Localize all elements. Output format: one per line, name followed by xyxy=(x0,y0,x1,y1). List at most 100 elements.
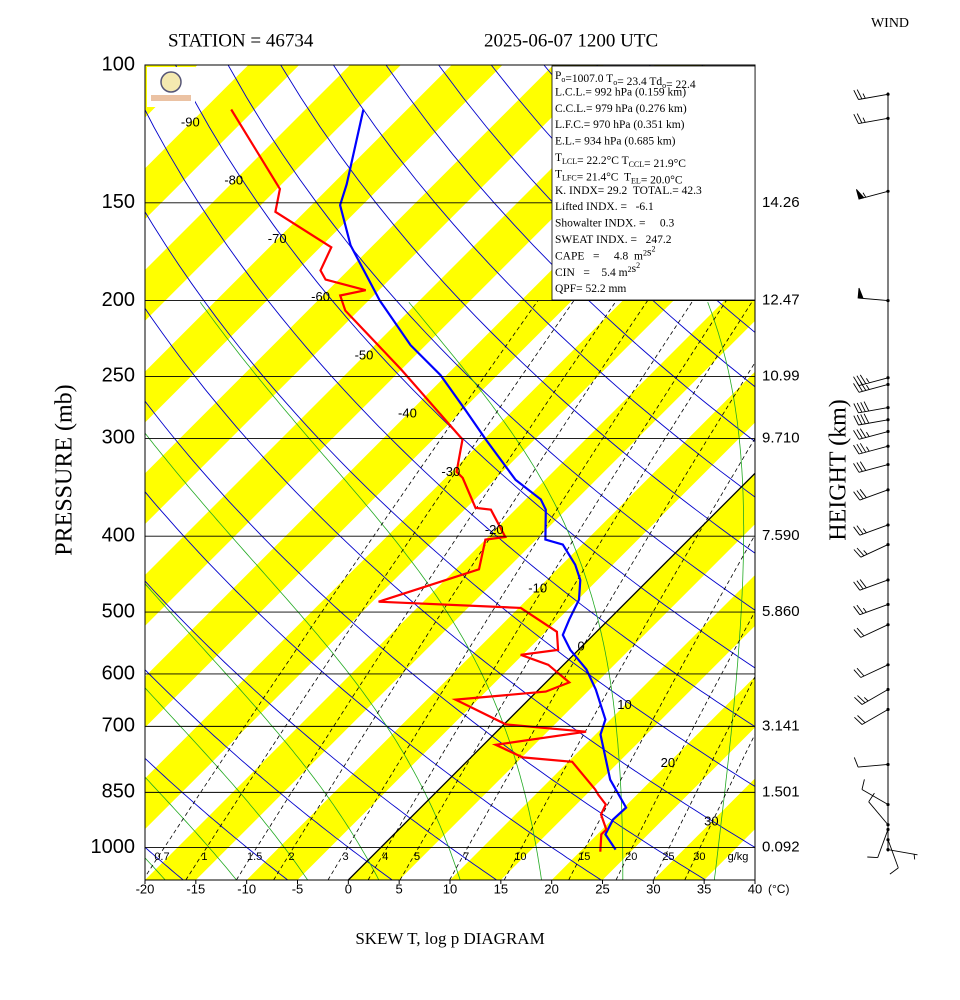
zero-isotherm xyxy=(347,472,755,880)
info-subscript: o xyxy=(561,75,565,84)
wind-barb xyxy=(853,428,889,440)
height-label: 3.141 xyxy=(762,717,800,734)
dry-adiabat xyxy=(175,65,755,669)
info-text: C.C.L.= 979 hPa (0.276 km) xyxy=(555,103,687,115)
isotherm-label: -40 xyxy=(398,406,417,421)
info-text: L.F.C.= 970 hPa (0.351 km) xyxy=(555,119,685,131)
info-superscript: 2 xyxy=(636,261,640,270)
info-line: CIN = 5.4 m2s2 xyxy=(555,261,640,279)
mixing-ratio-label: 2 xyxy=(289,851,295,863)
mixing-ratio-line xyxy=(568,534,755,880)
info-subscript: o xyxy=(662,81,666,90)
y-tick-label: 850 xyxy=(102,781,135,803)
x-tick-label: 40 xyxy=(748,881,762,896)
info-subscript: CCL xyxy=(629,160,645,169)
info-box-bg xyxy=(551,65,756,301)
wind-station xyxy=(886,623,890,627)
info-text: Showalter INDX. = 0.3 xyxy=(555,218,674,230)
wind-station xyxy=(886,602,890,607)
moist-adiabat xyxy=(145,583,380,880)
wind-station xyxy=(886,376,890,380)
wind-barb xyxy=(867,829,889,859)
isotherm-label: -90 xyxy=(181,114,200,129)
wind-barb xyxy=(853,604,889,616)
y-tick-label: 100 xyxy=(102,53,135,75)
isotherm-label: 10 xyxy=(617,697,631,712)
y-tick-label: 700 xyxy=(102,715,135,737)
wind-station xyxy=(886,838,890,842)
wind-barb xyxy=(853,757,889,768)
isotherm-label: -30 xyxy=(441,464,460,479)
info-text: E.L.= 934 hPa (0.685 km) xyxy=(555,136,676,148)
wind-barb xyxy=(853,664,889,678)
isotherm-band xyxy=(145,65,401,321)
isotherm-label: 20 xyxy=(661,755,675,770)
wind-station xyxy=(886,488,890,492)
x-tick-label: -15 xyxy=(186,881,205,896)
isotherm-label: -60 xyxy=(311,289,330,304)
moist-adiabat xyxy=(408,301,624,880)
info-line: L.F.C.= 970 hPa (0.351 km) xyxy=(555,119,685,131)
isotherm-label: -50 xyxy=(355,347,374,362)
mixing-ratio-line xyxy=(273,300,648,880)
wind-barb xyxy=(887,839,899,875)
isotherm-label: -20 xyxy=(485,522,504,537)
wind-station xyxy=(886,542,890,547)
wind-barb xyxy=(855,189,889,200)
wind-barb xyxy=(853,624,889,638)
mixing-ratio-line xyxy=(399,300,754,880)
info-subscript: LCL xyxy=(562,157,577,166)
info-text: = 22.4 xyxy=(666,79,696,91)
isotherm-label: -10 xyxy=(528,580,547,595)
wind-station xyxy=(886,429,890,434)
info-text: = 21.9°C xyxy=(644,158,686,170)
height-label: 7.590 xyxy=(762,527,800,544)
wind-barb xyxy=(887,849,918,860)
wind-station xyxy=(886,827,890,832)
isotherm-label: -70 xyxy=(268,231,287,246)
info-text: = 22.2°C T xyxy=(577,155,628,167)
y-tick-label: 1000 xyxy=(91,836,136,858)
y-tick-label: 150 xyxy=(102,191,135,213)
wind-barb xyxy=(854,689,889,705)
mixing-ratio-line xyxy=(327,300,694,880)
mixing-ratio-label: 4 xyxy=(382,851,388,863)
x-tick-label: 5 xyxy=(396,881,403,896)
isotherm-label: 0 xyxy=(577,639,584,654)
overlay: 0.7 1 1.5 2 3 4 5 7 10 15 20 25 30 g/kg-90-80-70-60-5… xyxy=(91,53,918,896)
isotherm-band xyxy=(145,168,755,830)
mixing-ratio-label: 1 xyxy=(201,851,207,863)
wind-barb xyxy=(853,113,889,125)
x-tick-label: 25 xyxy=(595,881,609,896)
x-tick-label: 30 xyxy=(646,881,660,896)
info-line: C.C.L.= 979 hPa (0.276 km) xyxy=(555,103,687,115)
isotherm-band xyxy=(551,676,755,880)
dry-adiabat xyxy=(385,65,755,443)
info-superscript: 2 xyxy=(643,248,647,257)
x-tick-label: 10 xyxy=(443,881,457,896)
plot-frame xyxy=(144,64,756,881)
height-label: 12.47 xyxy=(762,292,800,309)
info-superscript: 2 xyxy=(651,244,655,253)
wind-title: WIND xyxy=(871,16,909,31)
wind-barb xyxy=(853,544,889,558)
wind-barb xyxy=(868,792,889,826)
isotherm-band xyxy=(653,778,755,880)
height-label: 9.710 xyxy=(762,429,800,446)
isotherm-band xyxy=(246,371,755,880)
wind-station xyxy=(886,663,890,667)
info-text: SWEAT INDX. = 247.2 xyxy=(555,234,672,246)
wind-station xyxy=(886,405,890,410)
wind-barb xyxy=(853,524,889,536)
info-subscript: LFC xyxy=(562,173,577,182)
info-text: T xyxy=(555,152,562,164)
x-tick-label: 20 xyxy=(544,881,558,896)
info-line: L.C.L.= 992 hPa (0.159 km) xyxy=(555,86,686,98)
mixing-ratio-label: 15 xyxy=(578,851,590,863)
x-tick-label: -5 xyxy=(292,881,304,896)
x-tick-label: 15 xyxy=(494,881,508,896)
temperature-line xyxy=(338,109,628,851)
mixing-ratio-label: 3 xyxy=(343,851,349,863)
mixing-ratio-line xyxy=(449,361,755,880)
moist-adiabat xyxy=(145,432,461,880)
